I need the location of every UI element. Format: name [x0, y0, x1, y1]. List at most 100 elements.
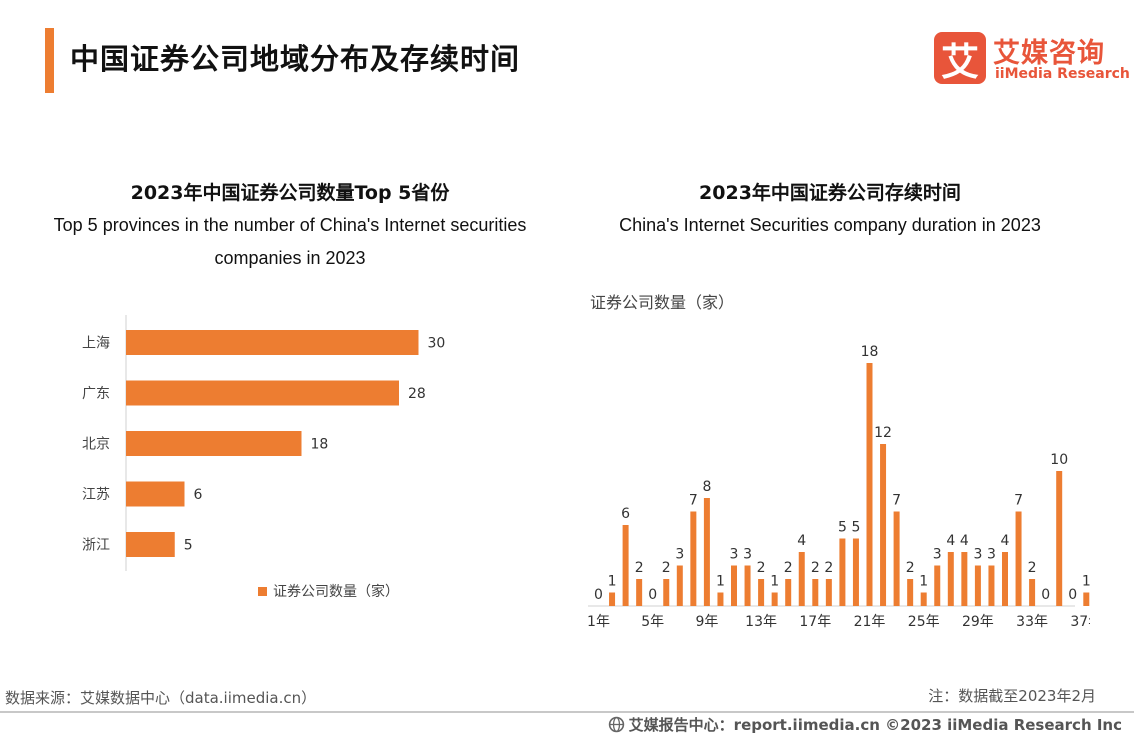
x-tick-label: 33年	[1016, 614, 1048, 630]
duration-value-label: 4	[797, 533, 806, 549]
footer-bottom-text: 艾媒报告中心：report.iimedia.cn ©2023 iiMedia R…	[628, 716, 1122, 734]
duration-value-label: 3	[743, 547, 752, 563]
province-bar	[126, 532, 175, 557]
left-chart-title: 2023年中国证券公司数量Top 5省份	[130, 182, 450, 204]
duration-bar	[744, 565, 751, 606]
duration-value-label: 2	[811, 560, 820, 576]
left-chart-subtitle: Top 5 provinces in the number of China's…	[20, 209, 560, 275]
duration-bar	[812, 579, 819, 606]
duration-bar	[974, 565, 981, 606]
province-label: 上海	[82, 336, 110, 352]
title-accent-bar	[45, 28, 54, 93]
duration-value-label: 0	[1068, 587, 1077, 603]
duration-bar	[880, 444, 887, 606]
x-tick-label: 9年	[695, 614, 718, 630]
duration-bar	[690, 511, 697, 606]
province-bar	[126, 431, 302, 456]
left-bar-chart: 上海 30 广东 28 北京 18 江苏 6 浙江 5 证券公司数量（家）	[82, 315, 446, 600]
duration-bar	[785, 579, 792, 606]
province-bar	[126, 380, 399, 406]
province-value-label: 18	[311, 437, 329, 453]
duration-value-label: 7	[689, 493, 698, 509]
duration-value-label: 6	[621, 506, 630, 522]
duration-value-label: 4	[1001, 533, 1010, 549]
legend-swatch	[258, 587, 267, 596]
right-chart-subtitle: China's Internet Securities company dura…	[619, 215, 1041, 235]
duration-bar	[961, 552, 968, 606]
x-tick-label: 1年	[587, 614, 610, 630]
duration-bar	[636, 579, 643, 606]
x-tick-label: 29年	[962, 614, 994, 630]
duration-value-label: 7	[1014, 493, 1023, 509]
duration-value-label: 2	[662, 560, 671, 576]
province-bar	[126, 330, 419, 355]
duration-bar	[839, 538, 846, 606]
globe-icon	[608, 716, 624, 733]
duration-value-label: 5	[851, 520, 860, 536]
duration-value-label: 2	[757, 560, 766, 576]
duration-value-label: 1	[770, 574, 779, 590]
page-title: 中国证券公司地域分布及存续时间	[70, 42, 521, 76]
right-chart-ylabel: 证券公司数量（家）	[590, 293, 735, 312]
duration-value-label: 0	[648, 587, 657, 603]
duration-bar	[907, 579, 914, 606]
duration-value-label: 0	[594, 587, 603, 603]
duration-value-label: 3	[730, 547, 739, 563]
duration-value-label: 10	[1050, 452, 1068, 468]
left-chart-subtitle-line2: companies in 2023	[214, 248, 366, 268]
duration-value-label: 1	[919, 574, 928, 590]
duration-value-label: 3	[973, 547, 982, 563]
province-bar	[126, 481, 185, 507]
duration-bar	[1083, 592, 1090, 606]
duration-bar	[852, 538, 859, 606]
duration-value-label: 18	[861, 344, 879, 360]
duration-bar	[825, 579, 832, 606]
duration-bar	[893, 511, 900, 606]
duration-bar	[1056, 471, 1063, 606]
left-chart-subtitle-line1: Top 5 provinces in the number of China's…	[53, 215, 527, 235]
footer-divider	[0, 711, 1134, 713]
x-tick-label: 21年	[854, 614, 886, 630]
duration-bar	[731, 565, 737, 606]
duration-bar	[622, 525, 629, 606]
legend-label: 证券公司数量（家）	[273, 583, 399, 600]
province-value-label: 30	[428, 336, 446, 352]
duration-bar	[1029, 579, 1036, 606]
duration-bar	[1002, 552, 1008, 606]
duration-bar	[920, 592, 927, 606]
duration-bar	[663, 579, 670, 606]
duration-bar	[717, 592, 724, 606]
duration-value-label: 2	[824, 560, 833, 576]
duration-bar	[609, 592, 616, 606]
logo-cn: 艾媒咨询	[993, 38, 1105, 69]
duration-bar	[676, 565, 683, 606]
province-value-label: 6	[194, 487, 203, 503]
logo-en: iiMedia Research	[995, 66, 1130, 82]
duration-bar	[934, 565, 941, 606]
duration-value-label: 8	[702, 479, 711, 495]
province-value-label: 28	[408, 386, 426, 402]
duration-value-label: 12	[874, 425, 892, 441]
duration-bar	[758, 579, 765, 606]
footer-source: 数据来源：艾媒数据中心（data.iimedia.cn）	[5, 689, 317, 707]
x-tick-label: 25年	[908, 614, 940, 630]
province-label: 广东	[82, 386, 110, 402]
duration-value-label: 3	[675, 547, 684, 563]
x-tick-label: 5年	[641, 614, 664, 630]
duration-value-label: 7	[892, 493, 901, 509]
duration-bar	[703, 498, 710, 606]
duration-bar	[866, 363, 873, 606]
province-value-label: 5	[184, 538, 193, 554]
duration-value-label: 5	[838, 520, 847, 536]
duration-value-label: 3	[933, 547, 942, 563]
duration-value-label: 0	[1041, 587, 1050, 603]
duration-bar	[947, 552, 954, 606]
footer-bottom: 艾媒报告中心：report.iimedia.cn ©2023 iiMedia R…	[608, 714, 1122, 735]
right-chart-title: 2023年中国证券公司存续时间	[699, 182, 961, 204]
duration-value-label: 3	[987, 547, 996, 563]
duration-bar	[798, 552, 805, 606]
duration-value-label: 2	[635, 560, 644, 576]
province-label: 江苏	[82, 487, 110, 503]
duration-bar	[988, 565, 995, 606]
duration-bar	[1015, 511, 1022, 606]
